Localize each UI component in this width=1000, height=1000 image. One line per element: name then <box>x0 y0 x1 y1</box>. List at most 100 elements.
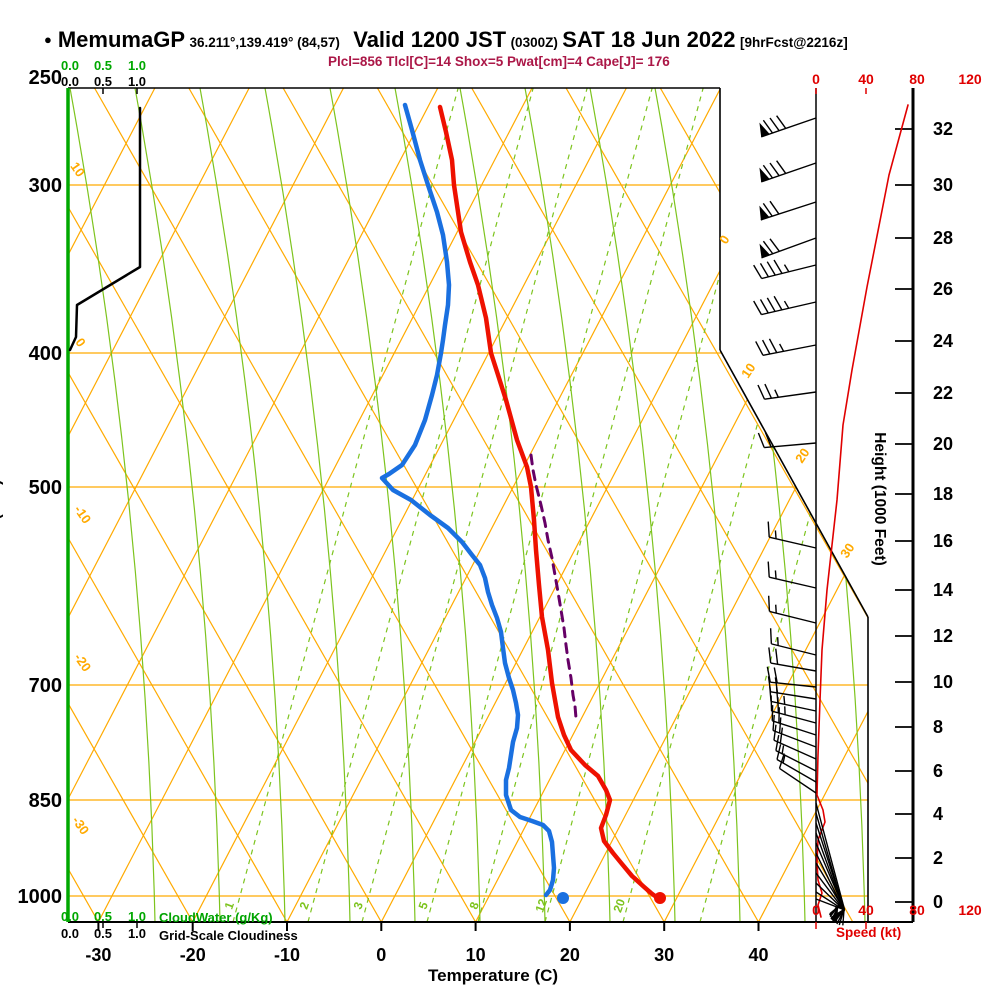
adiabat-labels-left: 100-10-20-30 <box>67 159 94 837</box>
svg-text:0.0: 0.0 <box>61 926 79 941</box>
valid-zulu: (0300Z) <box>510 35 558 50</box>
svg-text:26: 26 <box>933 279 953 299</box>
svg-text:12: 12 <box>933 626 953 646</box>
svg-text:30: 30 <box>837 540 858 560</box>
parcel-path-curve <box>529 453 578 720</box>
temperature-tick-labels: -30 -20 -10 0 10 20 30 40 <box>85 922 769 965</box>
svg-text:0: 0 <box>716 232 732 246</box>
height-axis-label: Height (1000 Feet) <box>870 432 888 566</box>
svg-text:0: 0 <box>812 71 820 87</box>
svg-text:10: 10 <box>67 159 88 179</box>
svg-text:30: 30 <box>933 175 953 195</box>
svg-text:3: 3 <box>351 900 367 911</box>
svg-text:-10: -10 <box>71 502 94 526</box>
svg-text:32: 32 <box>933 119 953 139</box>
svg-text:0.0: 0.0 <box>61 74 79 89</box>
station-bullet-icon: ● <box>44 32 52 47</box>
svg-text:12: 12 <box>532 897 550 915</box>
moist-adiabat-lines <box>69 88 866 922</box>
svg-text:20: 20 <box>792 445 813 465</box>
wind-barb <box>767 595 817 624</box>
wind-barb <box>759 115 817 138</box>
svg-text:0.0: 0.0 <box>61 909 79 924</box>
svg-text:0: 0 <box>376 945 386 965</box>
wind-barb <box>775 735 817 772</box>
wind-barb <box>757 383 817 400</box>
svg-text:20: 20 <box>933 434 953 454</box>
svg-text:40: 40 <box>748 945 768 965</box>
wind-barb <box>767 676 817 700</box>
svg-text:-30: -30 <box>85 945 111 965</box>
svg-text:1.0: 1.0 <box>128 926 146 941</box>
plot-frame <box>66 87 913 928</box>
isotherm-lines <box>68 88 868 922</box>
wind-barb <box>759 160 817 183</box>
svg-text:16: 16 <box>933 531 953 551</box>
svg-text:-20: -20 <box>71 650 94 674</box>
svg-text:24: 24 <box>933 331 953 351</box>
wind-barb <box>767 561 817 589</box>
wind-barb <box>776 744 817 783</box>
pressure-gridlines <box>68 184 868 897</box>
surface-dewpoint-dot <box>557 892 569 904</box>
svg-text:850: 850 <box>29 790 62 812</box>
windspeed-profile <box>816 104 909 918</box>
svg-text:0.5: 0.5 <box>94 926 112 941</box>
svg-text:5: 5 <box>416 900 432 911</box>
temperature-curve <box>437 104 666 904</box>
svg-text:80: 80 <box>909 71 925 87</box>
svg-text:6: 6 <box>933 761 943 781</box>
speed-axis-label: Speed (kt) <box>836 925 902 940</box>
svg-text:80: 80 <box>909 902 925 918</box>
valid-time: Valid 1200 JST <box>353 27 507 52</box>
valid-date: SAT 18 Jun 2022 <box>562 27 736 52</box>
cloud-scale-rows: 0.00.00.00.00.50.50.50.51.01.01.01.0 <box>61 58 146 941</box>
svg-text:2: 2 <box>933 848 943 868</box>
svg-text:-20: -20 <box>180 945 206 965</box>
svg-text:4: 4 <box>933 804 943 824</box>
svg-text:40: 40 <box>858 902 874 918</box>
svg-text:8: 8 <box>467 900 483 911</box>
skewt-grid <box>68 88 868 922</box>
svg-text:10: 10 <box>738 360 759 380</box>
svg-text:700: 700 <box>29 675 62 697</box>
temperature-axis-label: Temperature (C) <box>428 966 559 985</box>
svg-text:18: 18 <box>933 484 953 504</box>
svg-text:0: 0 <box>812 902 820 918</box>
svg-text:300: 300 <box>29 175 62 197</box>
svg-text:0: 0 <box>933 892 943 912</box>
stability-indices: Plcl=856 Tlcl[C]=14 Shox=5 Pwat[cm]=4 Ca… <box>328 54 670 69</box>
mixing-ratio-lines <box>232 88 868 922</box>
svg-text:0.5: 0.5 <box>94 909 112 924</box>
wind-barb <box>759 200 817 221</box>
wind-barb <box>753 295 817 316</box>
wind-barb <box>753 259 817 280</box>
svg-text:0.5: 0.5 <box>94 74 112 89</box>
wind-barb <box>767 521 817 549</box>
cloudiness-scale-label: Grid-Scale Cloudiness <box>159 928 298 943</box>
cloudwater-scale-label: CloudWater (g/Kg) <box>159 910 273 925</box>
chart-title-row: ● MemumaGP 36.211°,139.419° (84,57) Valid… <box>44 27 848 53</box>
svg-text:120: 120 <box>958 902 982 918</box>
wind-barb <box>778 753 817 794</box>
pressure-tick-labels: 250 300 400 500 700 850 1000 <box>18 67 63 908</box>
wind-barb <box>773 724 817 760</box>
svg-text:1000: 1000 <box>18 886 63 908</box>
svg-text:-30: -30 <box>69 813 92 837</box>
svg-text:400: 400 <box>29 343 62 365</box>
svg-text:40: 40 <box>858 71 874 87</box>
svg-text:-10: -10 <box>274 945 300 965</box>
wind-barb <box>759 237 817 259</box>
svg-text:20: 20 <box>560 945 580 965</box>
svg-text:500: 500 <box>29 477 62 499</box>
cloudiness-profile <box>68 106 142 352</box>
svg-text:2: 2 <box>297 900 313 911</box>
wind-barb <box>768 647 817 672</box>
wind-barb <box>757 432 817 449</box>
station-coords: 36.211°,139.419° (84,57) <box>189 35 340 50</box>
pressure-axis-label: P (hPa) <box>0 479 4 535</box>
svg-text:0.5: 0.5 <box>94 58 112 73</box>
